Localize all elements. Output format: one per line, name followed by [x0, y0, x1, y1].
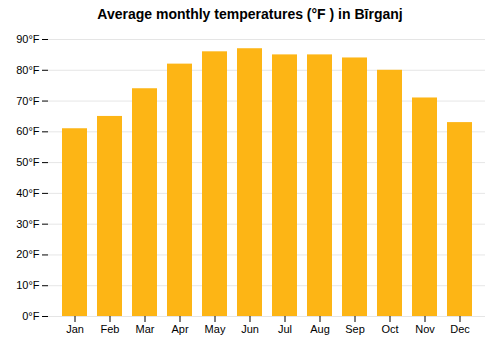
svg-text:Feb: Feb: [101, 323, 120, 335]
svg-text:70°F: 70°F: [16, 95, 40, 107]
svg-text:40°F: 40°F: [16, 187, 40, 199]
html-text:Average monthly temperatures (: Average monthly temperatures (°F ) in Bī…: [97, 6, 403, 22]
svg-text:60°F: 60°F: [16, 125, 40, 137]
svg-text:10°F: 10°F: [16, 279, 40, 291]
svg-text:May: May: [205, 323, 226, 335]
svg-text:Jun: Jun: [241, 323, 259, 335]
svg-text:Sep: Sep: [345, 323, 365, 335]
svg-text:Jan: Jan: [66, 323, 84, 335]
svg-text:Oct: Oct: [381, 323, 398, 335]
svg-text:Apr: Apr: [171, 323, 188, 335]
svg-text:20°F: 20°F: [16, 248, 40, 260]
svg-text:Mar: Mar: [136, 323, 155, 335]
svg-text:30°F: 30°F: [16, 218, 40, 230]
svg-text:Nov: Nov: [415, 323, 435, 335]
svg-text:Dec: Dec: [450, 323, 470, 335]
svg-text:Aug: Aug: [310, 323, 330, 335]
svg-text:0°F: 0°F: [22, 310, 40, 322]
svg-text:50°F: 50°F: [16, 156, 40, 168]
svg-text:Jul: Jul: [278, 323, 292, 335]
svg-text:80°F: 80°F: [16, 64, 40, 76]
svg-text:90°F: 90°F: [16, 33, 40, 45]
